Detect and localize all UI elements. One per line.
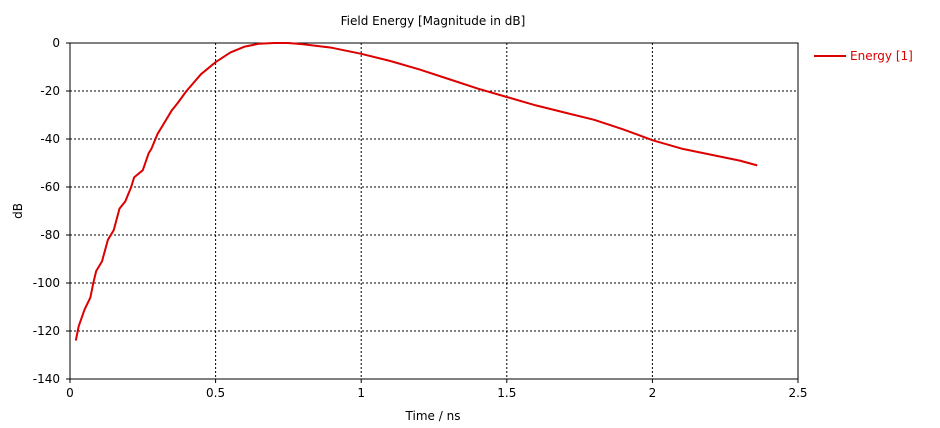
y-tick-label: -80 — [40, 228, 60, 242]
x-axis: 0 0.5 1 1.5 2 2.5 — [66, 379, 808, 400]
y-tick-label: -60 — [40, 180, 60, 194]
x-tick-label: 0.5 — [206, 386, 225, 400]
y-axis: 0 -20 -40 -60 -80 -100 -120 -140 — [33, 36, 70, 386]
legend: Energy [1] — [814, 49, 913, 63]
x-tick-label: 1 — [357, 386, 365, 400]
x-axis-title: Time / ns — [405, 409, 461, 423]
x-tick-label: 2.5 — [788, 386, 807, 400]
y-tick-label: -100 — [33, 276, 60, 290]
y-axis-title: dB — [11, 203, 25, 219]
y-tick-label: 0 — [52, 36, 60, 50]
x-tick-label: 0 — [66, 386, 74, 400]
x-tick-label: 2 — [649, 386, 657, 400]
y-tick-label: -20 — [40, 84, 60, 98]
plot-frame — [69, 42, 799, 380]
x-tick-label: 1.5 — [497, 386, 516, 400]
y-tick-label: -120 — [33, 324, 60, 338]
legend-label-energy-1: Energy [1] — [850, 49, 913, 63]
y-tick-label: -140 — [33, 372, 60, 386]
grid — [70, 43, 798, 379]
y-tick-label: -40 — [40, 132, 60, 146]
series-layer — [74, 42, 758, 341]
chart-title: Field Energy [Magnitude in dB] — [341, 14, 526, 28]
series-line-energy-1 — [74, 42, 758, 341]
